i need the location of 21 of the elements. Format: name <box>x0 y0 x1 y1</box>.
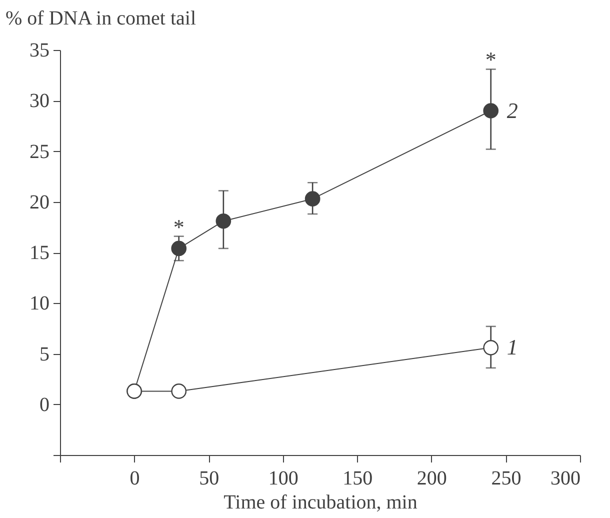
y-tick-label: 15 <box>30 242 50 264</box>
y-tick-label: 30 <box>30 90 50 112</box>
x-tick-label: 100 <box>268 468 298 490</box>
annotation: * <box>173 214 184 240</box>
y-tick-label: 20 <box>30 191 50 214</box>
x-axis-title: Time of incubation, min <box>224 492 418 514</box>
x-tick-label: 250 <box>491 468 522 490</box>
x-tick-label: 150 <box>342 468 373 490</box>
x-tick-label: 200 <box>416 468 447 490</box>
y-tick-label: 10 <box>30 292 50 315</box>
x-tick-label: 0 <box>130 468 140 490</box>
y-tick-label: 35 <box>30 40 50 62</box>
series-label: 1 <box>506 334 518 360</box>
annotation: * <box>485 47 496 72</box>
x-tick-label: 50 <box>199 468 220 490</box>
y-tick-label: 0 <box>40 394 50 416</box>
y-tick-label: 5 <box>40 343 50 366</box>
y-axis-title: % of DNA in comet tail <box>6 8 196 30</box>
x-tick-label: 300 <box>550 468 580 490</box>
series-label: 2 <box>506 98 518 123</box>
y-tick-label: 25 <box>30 140 50 163</box>
